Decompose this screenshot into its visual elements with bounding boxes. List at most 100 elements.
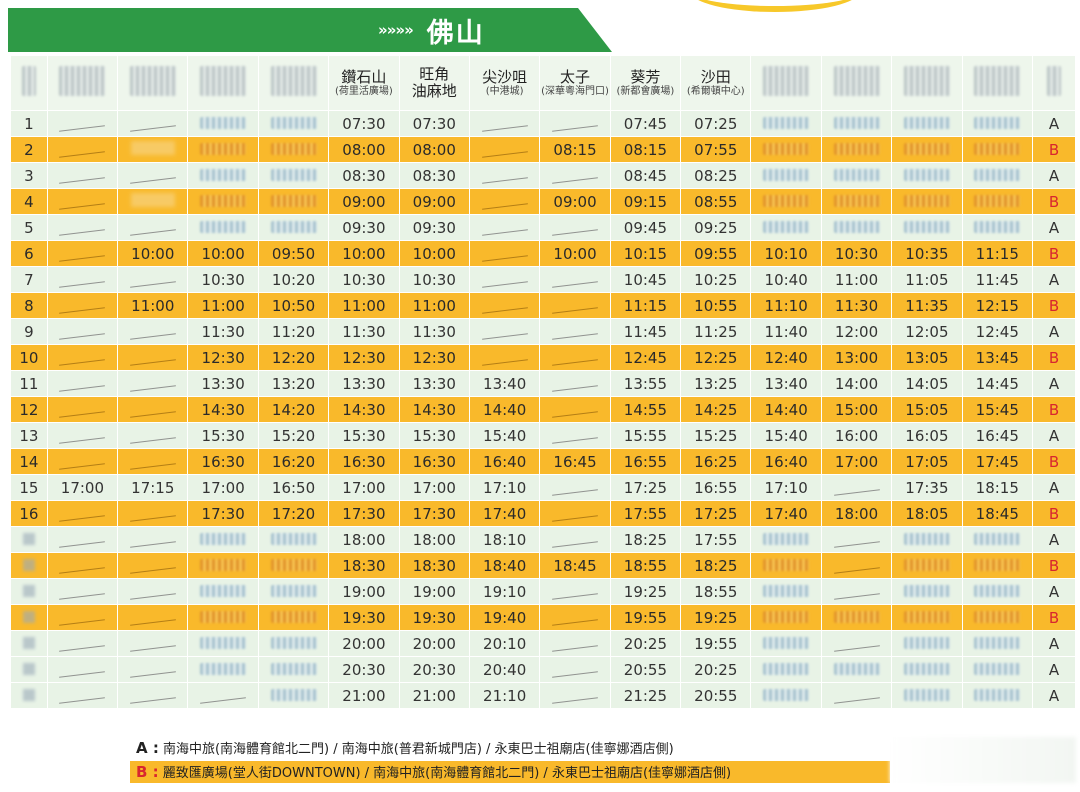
departure-time: 21:10 [468,682,541,709]
blurred-time [974,688,1021,701]
route-type: B [1031,604,1077,631]
blurred-time [833,116,880,129]
departure-time: 11:45 [609,318,682,345]
route-notes: A : 南海中旅(南海體育館北二門) / 南海中旅(普君新城門店) / 永東巴士… [130,737,890,783]
table-row: 10 12:30 12:20 12:30 12:30 12:45 12:25 12:40 13:… [10,344,1077,371]
blurred-time [974,116,1021,129]
blurred-time-cell [257,682,330,709]
departure-time: 17:20 [257,500,330,527]
trip-number: 14 [10,448,48,475]
column-header-type [1031,55,1077,111]
departure-time: 07:30 [398,110,470,137]
departure-time: 20:40 [468,656,541,683]
departure-time: 19:30 [328,604,400,631]
station-name: 太子 [560,68,591,86]
no-service-cell [117,448,189,475]
blurred-time [974,662,1021,675]
departure-time: 16:30 [187,448,259,475]
station-name: 旺角 [419,65,450,83]
departure-time: 08:55 [680,188,752,215]
route-type: B [1031,344,1077,371]
table-header-row: 鑽石山 (荷里活廣場) 旺角 油麻地 尖沙咀 (中港城) 太子 (深華粵海門口) 葵芳 (新都會廣… [10,55,1077,111]
blurred-time [200,116,247,129]
blurred-trip-number [22,532,35,545]
departure-time: 20:00 [398,630,470,657]
no-service-cell [539,318,611,345]
departure-time: 19:00 [398,578,470,605]
no-service-dash-icon [552,670,598,678]
blurred-time-cell [961,578,1033,605]
departure-time: 18:00 [328,526,400,553]
departure-time: 16:00 [820,422,893,449]
trip-number: 3 [10,162,48,189]
departure-time: 10:45 [609,266,682,293]
route-type: A [1031,318,1077,345]
column-header-diamond_hill: 鑽石山 (荷里活廣場) [328,55,400,111]
blurred-time [270,220,317,233]
route-type: A [1031,110,1077,137]
no-service-cell [46,162,119,189]
departure-time: 14:30 [187,396,259,423]
blurred-time-cell [187,188,259,215]
departure-time: 19:10 [468,578,541,605]
departure-time: 10:30 [820,240,893,267]
blurred-time-cell [961,162,1033,189]
no-service-dash-icon [59,332,106,340]
route-type: B [1031,448,1077,475]
trip-number: 12 [10,396,48,423]
no-service-dash-icon [552,358,598,366]
column-header-s13 [891,55,963,111]
blurred-time [974,194,1021,207]
blurred-time-cell [891,110,963,137]
blurred-time [903,168,950,181]
departure-time: 10:00 [187,240,259,267]
departure-time: 09:15 [609,188,682,215]
no-service-dash-icon [59,150,106,158]
blurred-time [270,142,317,155]
no-service-dash-icon [129,176,176,184]
departure-time: 17:25 [680,500,752,527]
trip-number: 16 [10,500,48,527]
column-header-s12 [820,55,893,111]
blurred-time [974,168,1021,181]
blurred-header-label [21,66,36,96]
no-service-dash-icon [833,592,880,600]
no-service-dash-icon [481,358,528,366]
no-service-cell [539,604,611,631]
no-service-cell [187,682,259,709]
trip-number: 5 [10,214,48,241]
trip-number-blurred [10,682,48,709]
no-service-dash-icon [552,644,598,652]
route-type: B [1031,500,1077,527]
column-header-mong_kok: 旺角 油麻地 [398,55,470,111]
departure-time: 21:00 [328,682,400,709]
departure-time: 11:35 [891,292,963,319]
blurred-time [903,610,950,623]
departure-time: 17:10 [468,474,541,501]
departure-time: 12:30 [187,344,259,371]
no-service-cell [539,162,611,189]
no-service-cell [46,500,119,527]
blurred-time [763,116,810,129]
departure-time: 14:40 [468,396,541,423]
departure-time: 09:45 [609,214,682,241]
blurred-time [763,636,810,649]
departure-time: 18:55 [680,578,752,605]
departure-time: 17:55 [680,526,752,553]
no-service-cell [117,370,189,397]
blurred-time [833,142,880,155]
blurred-time-cell [750,578,822,605]
column-header-tsim_sha_tsui: 尖沙咀 (中港城) [468,55,541,111]
blurred-time-cell [257,578,330,605]
table-row: 20:30 20:30 20:40 20:55 20:25 A [10,656,1077,683]
blurred-time-cell [187,214,259,241]
blurred-time-cell [117,136,189,163]
no-service-dash-icon [129,540,176,548]
departure-time: 15:05 [891,396,963,423]
departure-time: 18:40 [468,552,541,579]
header-destination: »»»» 佛山 [378,8,485,52]
departure-time: 20:00 [328,630,400,657]
no-service-dash-icon [552,306,598,314]
departure-time: 13:30 [398,370,470,397]
no-service-dash-icon [129,462,176,470]
